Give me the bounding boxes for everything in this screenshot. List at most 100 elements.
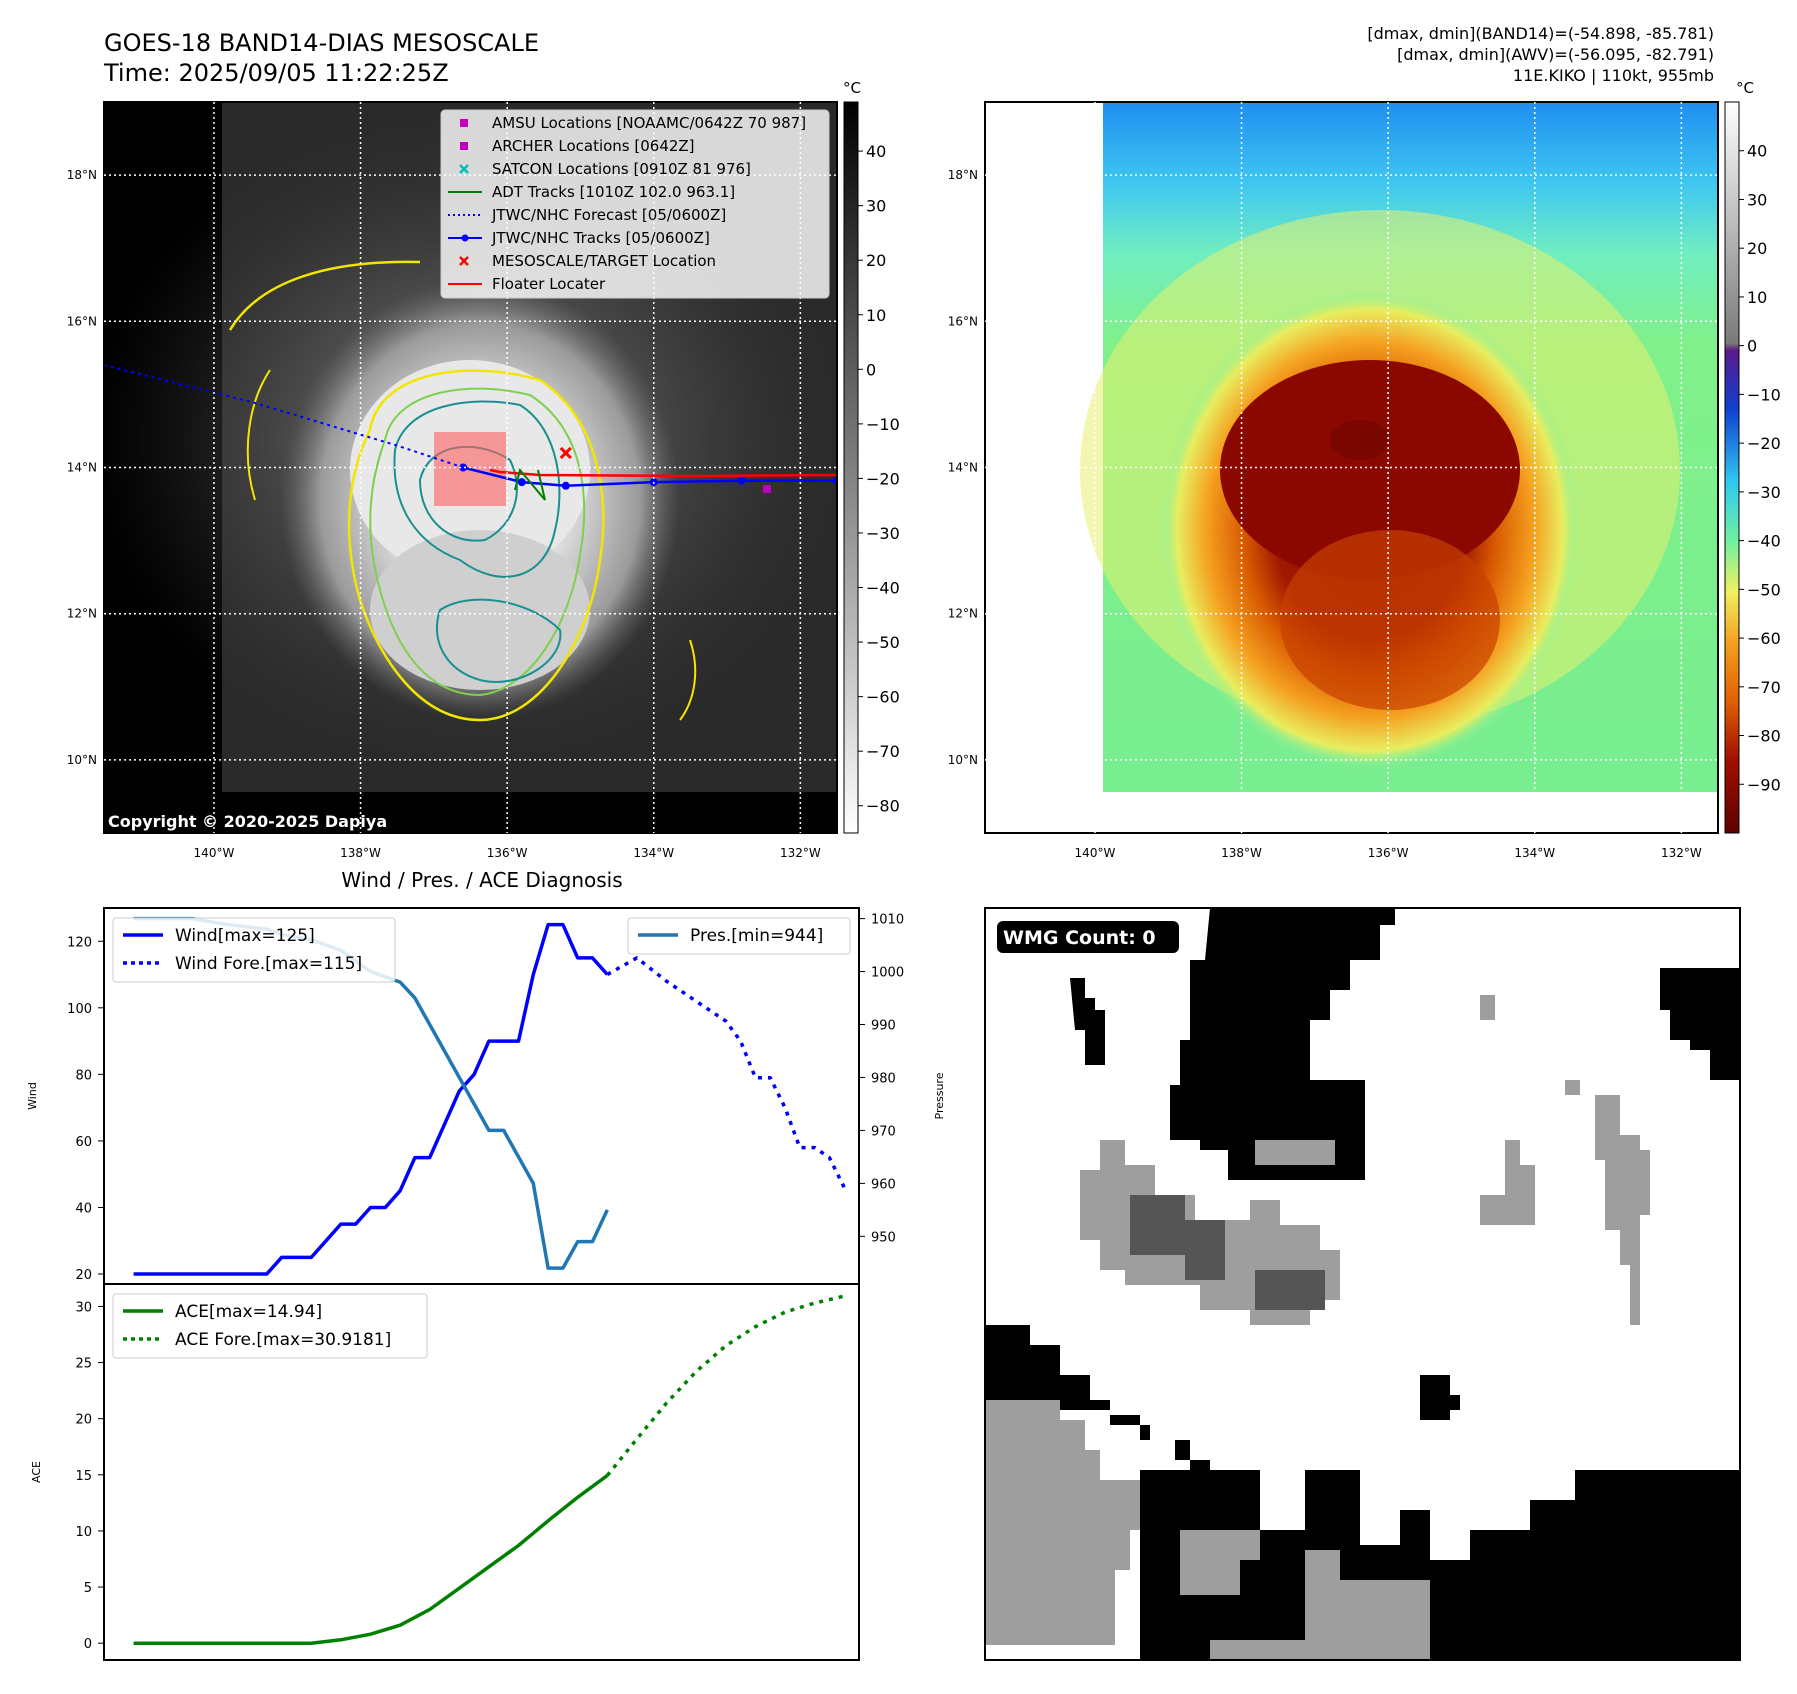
best-track-point <box>561 481 570 490</box>
y-tick-label: 20 <box>75 1413 92 1428</box>
y-tick-label: 0 <box>84 1637 92 1652</box>
y-tick-label: 80 <box>75 1068 92 1083</box>
ir-legend-label: ARCHER Locations [0642Z] <box>492 137 695 155</box>
awv-lat-tick-label: 16°N <box>948 314 978 328</box>
y-tick-label: 40 <box>75 1201 92 1216</box>
y-tick-label: 5 <box>84 1581 92 1596</box>
awv-lat-tick-label: 12°N <box>948 607 978 621</box>
info-awv: [dmax, dmin](AWV)=(-56.095, -82.791) <box>1397 45 1714 64</box>
best-track-point <box>517 478 526 487</box>
y-right-tick-label: 1000 <box>871 966 904 981</box>
legend-marker-x <box>459 164 469 174</box>
target-location-marker <box>559 446 572 459</box>
pres-legend: Pres.[min=944] <box>627 917 851 955</box>
awv-colorbar-tick-label: −40 <box>1747 532 1781 551</box>
ir-colorbar: °C 40 30 20 10 0 −10 −20 −30 −40 −50 −60 −70 −80 <box>843 79 900 834</box>
wind-y-ticks: 20 40 60 80 100 120 <box>67 935 104 1283</box>
figure-title: GOES-18 BAND14-DIAS MESOSCALE <box>104 29 539 57</box>
ir-legend-label: AMSU Locations [NOAAMC/0642Z 70 987] <box>492 114 806 132</box>
ir-lat-tick-label: 12°N <box>67 607 97 621</box>
wmg-label-box <box>997 921 1179 953</box>
ace-legend-label: ACE[max=14.94] <box>175 1302 322 1322</box>
ir-colorbar-tick-label: 30 <box>866 197 886 216</box>
awv-colorbar-tick-label: −10 <box>1747 385 1781 404</box>
awv-panel: 140°W 138°W 136°W 134°W 132°W 18°N 16°N 14°N 12… <box>948 79 1781 860</box>
y-right-tick-label: 960 <box>871 1177 896 1192</box>
awv-lon-ticks: 140°W 138°W 136°W 134°W 132°W <box>1075 846 1702 860</box>
ir-colorbar-tick-label: −70 <box>866 742 900 761</box>
ace-fore-legend-label: ACE Fore.[max=30.9181] <box>175 1330 391 1350</box>
y-tick-label: 10 <box>75 1525 92 1540</box>
awv-colorbar-tick-label: −80 <box>1747 727 1781 746</box>
wind-legend-label: Wind[max=125] <box>175 926 315 946</box>
legend-marker-square <box>460 119 468 127</box>
wind-pres-chart: 20 40 60 80 100 120 950 960 970 980 990 1000 1010 W… <box>26 907 946 1285</box>
wind-fore-legend-label: Wind Fore.[max=115] <box>175 954 362 974</box>
ace-legend: ACE[max=14.94] ACE Fore.[max=30.9181] <box>112 1293 428 1359</box>
ir-colorbar-tick-label: 40 <box>866 142 886 161</box>
awv-colorbar-tick-label: 40 <box>1747 142 1767 161</box>
ace-y-ticks: 0 5 10 15 20 25 30 <box>75 1300 104 1652</box>
ir-lat-ticks: 18°N 16°N 14°N 12°N 10°N <box>67 168 97 767</box>
wind-ylabel: Wind <box>26 1082 39 1110</box>
ir-legend-label: MESOSCALE/TARGET Location <box>492 252 716 270</box>
ir-lon-ticks: 140°W 138°W 136°W 134°W 132°W <box>194 846 821 860</box>
ir-legend-label: SATCON Locations [0910Z 81 976] <box>492 160 751 178</box>
info-band14: [dmax, dmin](BAND14)=(-54.898, -85.781) <box>1367 24 1714 43</box>
awv-gridlines <box>985 102 1718 833</box>
awv-lon-tick-label: 138°W <box>1221 846 1262 860</box>
awv-colorbar-tick-label: 30 <box>1747 190 1767 209</box>
ir-lat-tick-label: 10°N <box>67 753 97 767</box>
y-tick-label: 100 <box>67 1002 92 1017</box>
ir-colorbar-tick-label: 20 <box>866 251 886 270</box>
legend-marker-dot <box>461 234 469 242</box>
awv-colorbar-tick-label: −70 <box>1747 678 1781 697</box>
adt-track <box>514 467 546 501</box>
y-tick-label: 30 <box>75 1300 92 1315</box>
best-track-point <box>737 476 746 485</box>
ir-colorbar-tick-label: −60 <box>866 688 900 707</box>
y-right-tick-label: 970 <box>871 1124 896 1139</box>
ir-lon-tick-label: 140°W <box>194 846 235 860</box>
ir-colorbar-tick-label: 0 <box>866 360 876 379</box>
ir-lat-tick-label: 18°N <box>67 168 97 182</box>
wind-line <box>133 922 609 1276</box>
ir-legend-label: ADT Tracks [1010Z 102.0 963.1] <box>492 183 735 201</box>
awv-lat-tick-label: 14°N <box>948 461 978 475</box>
y-right-tick-label: 950 <box>871 1230 896 1245</box>
awv-colorbar-tick-label: −50 <box>1747 580 1781 599</box>
awv-colorbar-tick-label: 20 <box>1747 239 1767 258</box>
ace-line <box>133 1474 609 1645</box>
ir-legend-label: JTWC/NHC Tracks [05/0600Z] <box>491 229 710 247</box>
ir-lon-tick-label: 138°W <box>340 846 381 860</box>
best-track <box>462 466 837 488</box>
ir-lat-tick-label: 16°N <box>67 314 97 328</box>
awv-lon-tick-label: 136°W <box>1368 846 1409 860</box>
ir-colorbar-tick-label: −20 <box>866 469 900 488</box>
diagnosis-title: Wind / Pres. / ACE Diagnosis <box>341 868 622 892</box>
ir-panel: 140°W 138°W 136°W 134°W 132°W 18°N 16°N 14°N 12… <box>67 79 900 860</box>
ir-legend-label: Floater Locater <box>492 275 606 293</box>
legend-marker-x <box>459 256 469 266</box>
wmg-panel: WMG Count: 0 <box>984 907 1741 1661</box>
ir-colorbar-tick-label: −80 <box>866 797 900 816</box>
pres-y-ticks: 950 960 970 980 990 1000 1010 <box>859 913 904 1245</box>
y-tick-label: 60 <box>75 1135 92 1150</box>
figure-time: Time: 2025/09/05 11:22:25Z <box>103 59 449 87</box>
ir-legend-label: JTWC/NHC Forecast [05/0600Z] <box>491 206 726 224</box>
info-storm: 11E.KIKO | 110kt, 955mb <box>1513 66 1714 85</box>
ir-lat-tick-label: 14°N <box>67 461 97 475</box>
amsu-marker <box>763 485 771 493</box>
ace-forecast-line <box>605 1294 845 1477</box>
ace-chart: 0 5 10 15 20 25 30 ACE ACE[max=14.94] ACE Fore… <box>30 1283 860 1661</box>
awv-lon-tick-label: 134°W <box>1514 846 1555 860</box>
awv-lon-tick-label: 132°W <box>1661 846 1702 860</box>
wmg-darkgray-regions <box>1130 1195 1325 1310</box>
awv-colorbar: °C 40 30 20 10 0 −10 −20 −30 −40 −50 −60 −70 −80 −90 <box>1724 79 1781 834</box>
y-right-tick-label: 1010 <box>871 913 904 928</box>
ace-series-group <box>133 1294 845 1645</box>
ir-legend: AMSU Locations [NOAAMC/0642Z 70 987] ARCH… <box>440 109 830 299</box>
wmg-frame <box>984 907 1741 1661</box>
awv-colorbar-unit: °C <box>1736 79 1754 97</box>
